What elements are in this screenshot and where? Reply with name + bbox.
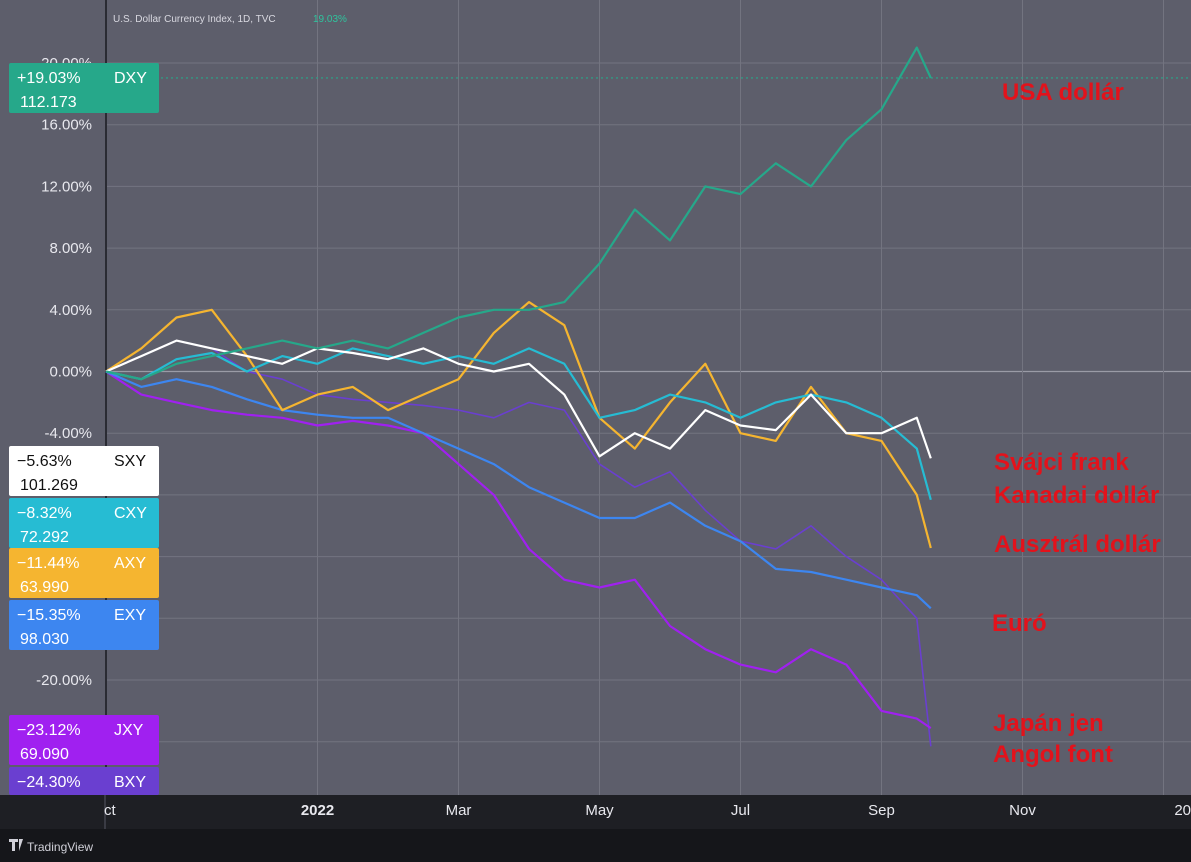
series-line-sxy	[105, 339, 932, 459]
legend-pct: −15.35%	[17, 607, 81, 624]
series-line-exy	[105, 370, 932, 610]
legend-badge-jxy: −23.12% JXY 69.090	[9, 715, 159, 765]
x-tick-label: Mar	[446, 802, 472, 819]
grid	[105, 0, 1191, 795]
y-tick-label: -20.00%	[36, 672, 92, 689]
annotation-label: Ausztrál dollár	[994, 531, 1161, 558]
y-tick-label: 0.00%	[49, 364, 92, 381]
legend-price: 101.269	[20, 477, 78, 494]
legend-pct: −11.44%	[17, 555, 79, 572]
legend-symbol: SXY	[114, 453, 146, 470]
x-tick-label: 20	[1174, 802, 1191, 819]
legend-badge-bxy: −24.30% BXY	[9, 767, 159, 795]
series-lines	[105, 46, 1191, 747]
series-line-jxy	[105, 370, 932, 730]
x-tick-label: ct	[104, 802, 117, 819]
series-line-dxy	[105, 46, 932, 381]
tradingview-logo-icon	[9, 839, 23, 851]
x-axis-band	[0, 795, 1191, 829]
x-tick-label: May	[585, 802, 614, 819]
legend-badge-exy: −15.35% EXY 98.030	[9, 600, 159, 650]
legend-pct: +19.03%	[17, 70, 81, 87]
chart-title: U.S. Dollar Currency Index, 1D, TVC	[113, 14, 276, 25]
legend-symbol: EXY	[114, 607, 146, 624]
legend-price: 69.090	[20, 746, 69, 763]
legend-symbol: JXY	[114, 722, 144, 739]
legend-price: 72.292	[20, 529, 69, 546]
x-tick-label: Sep	[868, 802, 895, 819]
y-tick-label: 4.00%	[49, 302, 92, 319]
legend-badge-dxy: +19.03% DXY 112.173	[9, 63, 159, 113]
annotation-label: USA dollár	[1002, 79, 1124, 106]
legend-symbol: BXY	[114, 774, 146, 791]
chart-title-value: 19.03%	[313, 14, 347, 25]
legend-price: 112.173	[20, 94, 77, 111]
annotation-label: Japán jen	[993, 710, 1104, 737]
legend-badges: +19.03% DXY 112.173 −5.63% SXY 101.269 −8.32% C…	[9, 63, 159, 795]
annotation-label: Angol font	[993, 741, 1113, 768]
legend-badge-cxy: −8.32% CXY 72.292	[9, 498, 159, 548]
legend-pct: −8.32%	[17, 505, 72, 522]
annotations: USA dollár Svájci frank Kanadai dollár Ausz…	[992, 79, 1161, 768]
y-tick-label: 12.00%	[41, 178, 92, 195]
annotation-label: Svájci frank	[994, 449, 1129, 476]
y-tick-label: -4.00%	[44, 425, 92, 442]
x-tick-label: 2022	[301, 802, 334, 819]
annotation-label: Kanadai dollár	[994, 482, 1159, 509]
footer-brand: TradingView	[27, 840, 93, 854]
annotation-label: Euró	[992, 610, 1047, 637]
legend-symbol: CXY	[114, 505, 147, 522]
legend-symbol: AXY	[114, 555, 146, 572]
legend-pct: −24.30%	[17, 774, 81, 791]
legend-price: 63.990	[20, 579, 69, 596]
legend-price: 98.030	[20, 631, 69, 648]
legend-symbol: DXY	[114, 70, 147, 87]
legend-pct: −5.63%	[17, 453, 72, 470]
x-tick-label: Nov	[1009, 802, 1036, 819]
legend-badge-sxy: −5.63% SXY 101.269	[9, 446, 159, 496]
y-tick-label: 16.00%	[41, 117, 92, 134]
legend-badge-axy: −11.44% AXY 63.990	[9, 548, 159, 598]
x-axis: ct 2022 Mar May Jul Sep Nov 20	[104, 802, 1191, 819]
y-tick-label: 8.00%	[49, 240, 92, 257]
x-tick-label: Jul	[731, 802, 750, 819]
legend-pct: −23.12%	[17, 722, 81, 739]
footer-bar	[0, 829, 1191, 862]
